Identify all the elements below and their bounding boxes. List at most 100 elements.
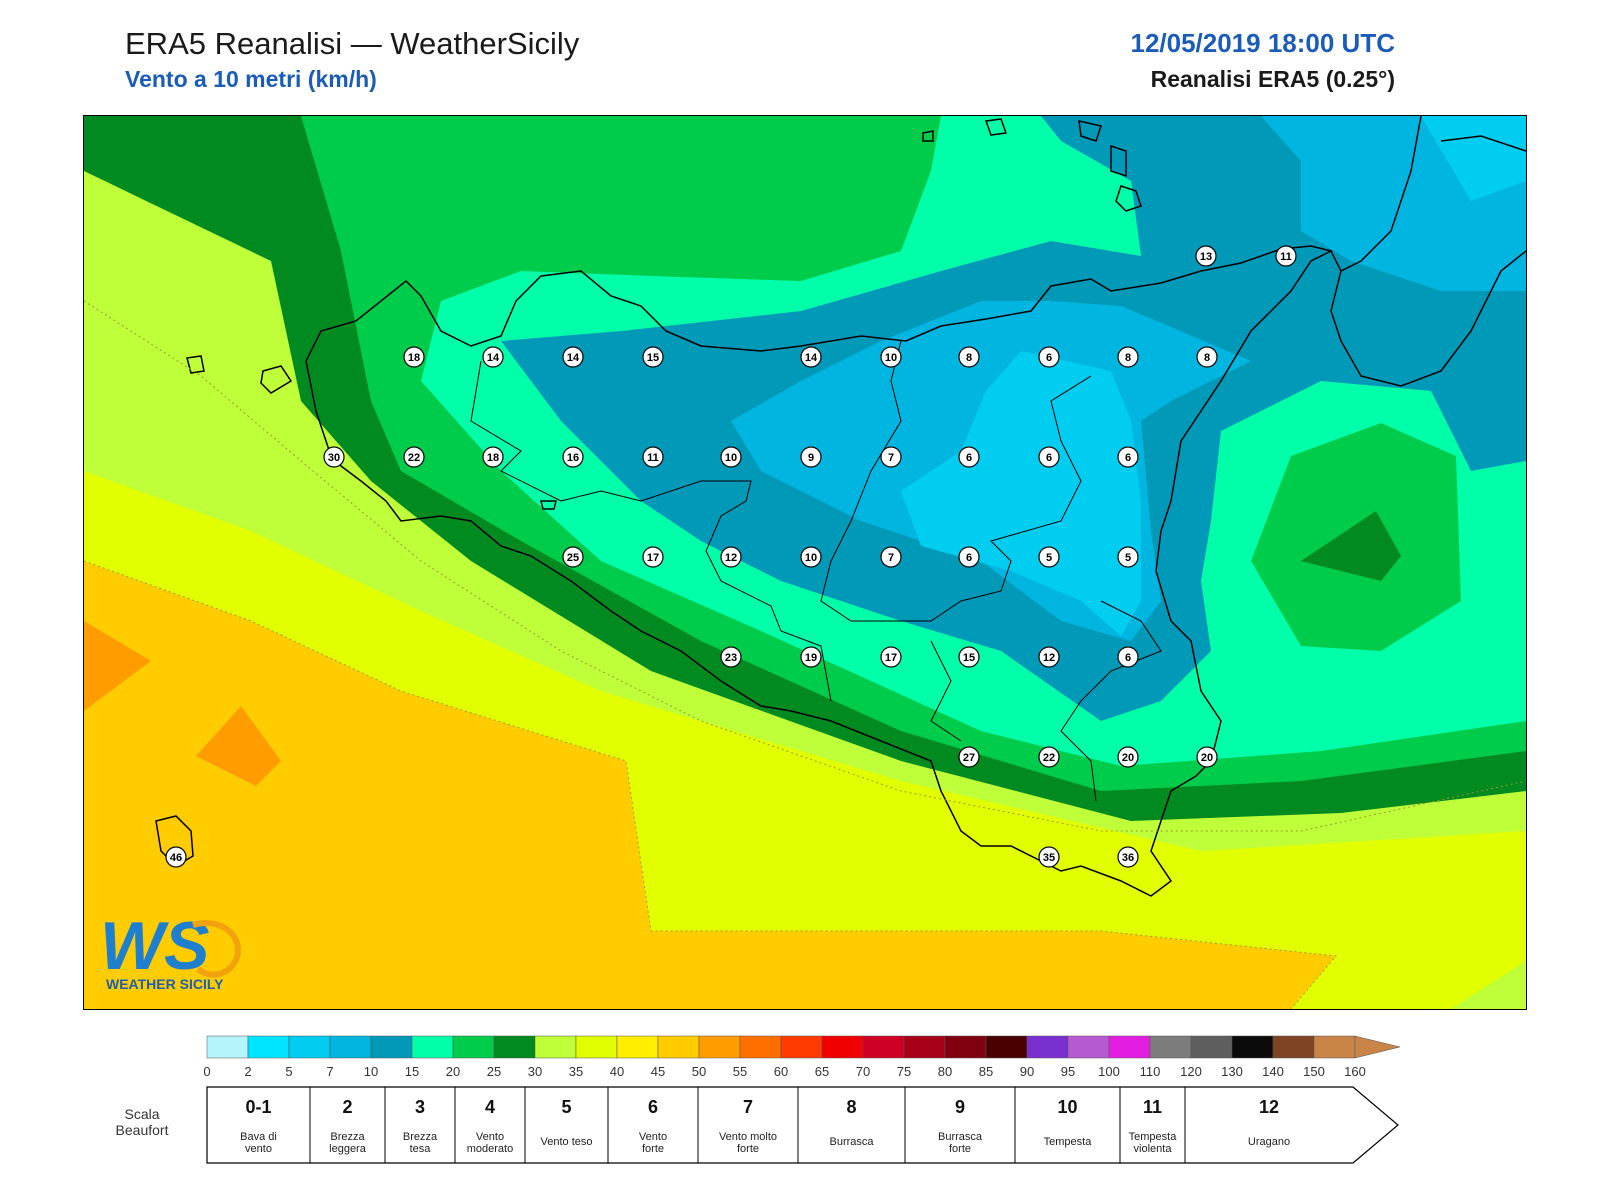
beaufort-number: 2 (342, 1097, 352, 1117)
station-marker: 10 (800, 546, 822, 568)
colorbar-swatch (1067, 1035, 1110, 1059)
beaufort-number: 9 (955, 1097, 965, 1117)
station-marker: 35 (1038, 846, 1060, 868)
beaufort-desc: violenta (1134, 1143, 1173, 1155)
colorbar-swatch (780, 1035, 823, 1059)
colorbar-tick: 70 (856, 1064, 870, 1079)
station-marker: 6 (1117, 446, 1139, 468)
station-marker: 7 (880, 446, 902, 468)
wind-map[interactable]: 13 11 18 14 14 15 14 10 8 6 8 8 30 22 18 16 11 10 9 7 6 6 6 25 1… (83, 115, 1527, 1010)
station-marker: 9 (800, 446, 822, 468)
beaufort-desc: forte (642, 1143, 664, 1155)
colorbar-swatch (493, 1035, 536, 1059)
colorbar-swatch (370, 1035, 413, 1059)
station-value: 6 (1046, 352, 1052, 364)
colorbar-tick: 10 (364, 1064, 378, 1079)
colorbar-swatch (862, 1035, 905, 1059)
station-value: 14 (567, 352, 580, 364)
station-value: 5 (1046, 552, 1052, 564)
station-marker: 46 (165, 846, 187, 868)
colorbar-tick: 65 (815, 1064, 829, 1079)
colorbar-swatch (985, 1035, 1028, 1059)
station-marker: 23 (720, 646, 742, 668)
colorbar-tick: 30 (528, 1064, 542, 1079)
station-value: 22 (1043, 752, 1055, 764)
wind-field-map: 13 11 18 14 14 15 14 10 8 6 8 8 30 22 18 16 11 10 9 7 6 6 6 25 1… (84, 116, 1526, 1009)
station-value: 25 (567, 552, 579, 564)
beaufort-desc: leggera (329, 1143, 367, 1155)
station-value: 6 (966, 452, 972, 464)
beaufort-number: 12 (1259, 1097, 1279, 1117)
map-subtitle: Vento a 10 metri (km/h) (125, 66, 377, 92)
beaufort-number: 8 (846, 1097, 856, 1117)
station-marker: 14 (800, 346, 822, 368)
station-value: 35 (1043, 852, 1055, 864)
station-value: 7 (888, 552, 894, 564)
logo-letters: WS (100, 908, 210, 984)
colorbar-swatch (821, 1035, 864, 1059)
station-value: 6 (1046, 452, 1052, 464)
colorbar-swatch (206, 1035, 249, 1059)
colorbar-swatch (1026, 1035, 1069, 1059)
colorbar-tick: 95 (1061, 1064, 1075, 1079)
colorbar-tick: 7 (326, 1064, 333, 1079)
station-marker: 5 (1117, 546, 1139, 568)
station-value: 11 (1280, 251, 1292, 263)
colorbar-tick: 55 (733, 1064, 747, 1079)
station-marker: 17 (642, 546, 664, 568)
station-marker: 6 (958, 546, 980, 568)
valid-datetime: 12/05/2019 18:00 UTC (1130, 28, 1395, 58)
station-marker: 14 (562, 346, 584, 368)
station-value: 14 (487, 352, 500, 364)
colorbar-tick: 110 (1140, 1064, 1161, 1079)
station-value: 15 (647, 352, 659, 364)
beaufort-number: 10 (1057, 1097, 1077, 1117)
colorbar-swatch (534, 1035, 577, 1059)
colorbar-swatch (288, 1035, 331, 1059)
colorbar-swatch (1149, 1035, 1192, 1059)
colorbar-tick: 130 (1221, 1064, 1243, 1079)
station-marker: 22 (403, 446, 425, 468)
colorbar-tick: 160 (1344, 1064, 1366, 1079)
beaufort-number: 3 (415, 1097, 425, 1117)
colorbar-tick: 20 (446, 1064, 460, 1079)
station-marker: 15 (642, 346, 664, 368)
beaufort-desc: Tempesta (1129, 1131, 1178, 1143)
colorbar-swatch (452, 1035, 495, 1059)
station-marker: 11 (1275, 245, 1297, 267)
map-title: ERA5 Reanalisi — WeatherSicily (125, 26, 580, 61)
station-marker: 10 (720, 446, 742, 468)
station-value: 6 (1125, 652, 1131, 664)
station-marker: 11 (642, 446, 664, 468)
colorbar-tick: 150 (1303, 1064, 1325, 1079)
beaufort-desc: vento (245, 1143, 272, 1155)
station-value: 6 (966, 552, 972, 564)
beaufort-desc: Vento (476, 1131, 504, 1143)
beaufort-desc: Burrasca (938, 1131, 983, 1143)
beaufort-desc: Brezza (403, 1131, 438, 1143)
colorbar-swatch (1272, 1035, 1315, 1059)
colorbar-swatch (1108, 1035, 1151, 1059)
station-value: 19 (805, 652, 817, 664)
station-marker: 12 (1038, 646, 1060, 668)
station-marker: 20 (1117, 746, 1139, 768)
station-marker: 7 (880, 546, 902, 568)
station-value: 23 (725, 652, 737, 664)
station-marker: 8 (958, 346, 980, 368)
station-value: 9 (808, 452, 814, 464)
colorbar-swatch (575, 1035, 618, 1059)
beaufort-desc: moderato (467, 1143, 513, 1155)
beaufort-number: 11 (1143, 1097, 1162, 1117)
colorbar-tick: 140 (1262, 1064, 1284, 1079)
station-marker: 8 (1117, 346, 1139, 368)
colorbar-tick: 0 (203, 1064, 210, 1079)
station-value: 13 (1200, 251, 1212, 263)
beaufort-desc: tesa (410, 1143, 432, 1155)
beaufort-number: 4 (485, 1097, 495, 1117)
beaufort-desc: Vento molto (719, 1131, 777, 1143)
